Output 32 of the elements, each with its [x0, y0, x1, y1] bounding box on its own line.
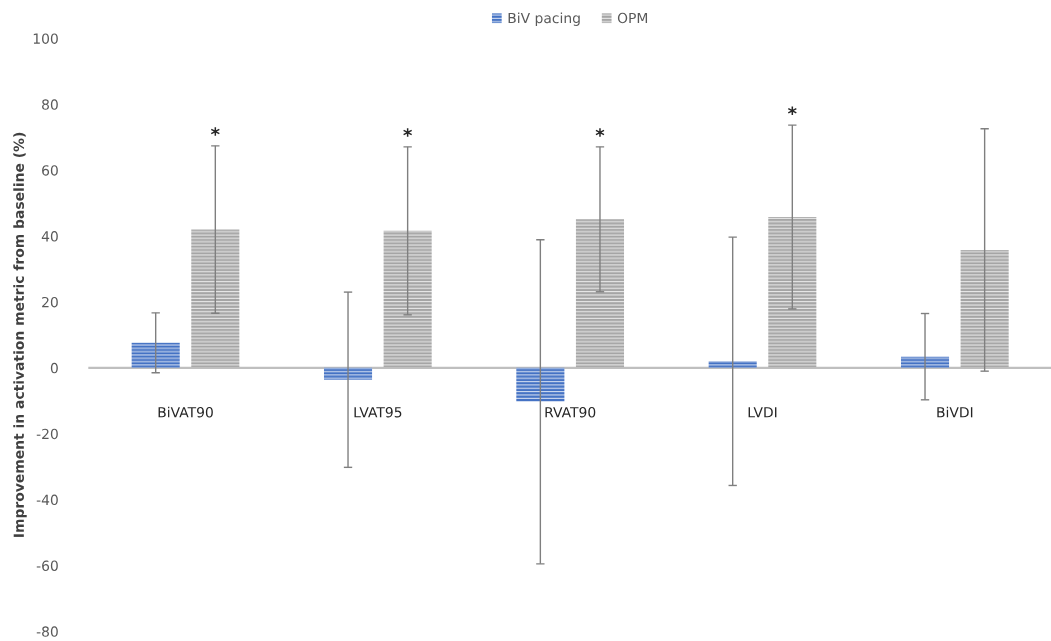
y-tick-label: -60	[36, 560, 58, 571]
x-tick-label: LVAT95	[354, 407, 402, 418]
annotation: *	[595, 128, 605, 137]
bar	[323, 367, 373, 380]
x-tick-label: LVDI	[748, 407, 777, 418]
bar	[383, 230, 432, 368]
bar	[575, 219, 625, 368]
annotation: *	[403, 128, 413, 137]
bar	[768, 217, 817, 368]
x-tick-label: BiVAT90	[158, 406, 213, 418]
legend-label: BiV pacing	[508, 12, 580, 26]
y-tick-label: 0	[50, 362, 58, 374]
x-tick-label: BiVDI	[937, 406, 973, 418]
bar	[516, 367, 565, 402]
y-tick-label: -20	[36, 428, 58, 440]
y-tick-label: 20	[42, 296, 58, 308]
y-axis-title: Improvement in activation metric from baseline (%)	[13, 132, 27, 537]
y-tick-label: 80	[42, 99, 58, 110]
bar	[960, 249, 1009, 368]
bar	[900, 356, 950, 368]
y-tick-label: 100	[33, 33, 58, 44]
y-tick-label: 60	[42, 165, 58, 176]
bar	[708, 361, 757, 368]
annotation: *	[210, 127, 220, 136]
y-tick-label: 40	[41, 231, 58, 242]
bar	[131, 342, 180, 368]
x-tick-label: RVAT90	[545, 407, 596, 418]
legend-label: OPM	[617, 12, 648, 24]
y-tick-label: -80	[36, 626, 58, 637]
y-tick-label: -40	[36, 494, 58, 506]
bar	[191, 229, 240, 368]
annotation: *	[787, 106, 797, 115]
